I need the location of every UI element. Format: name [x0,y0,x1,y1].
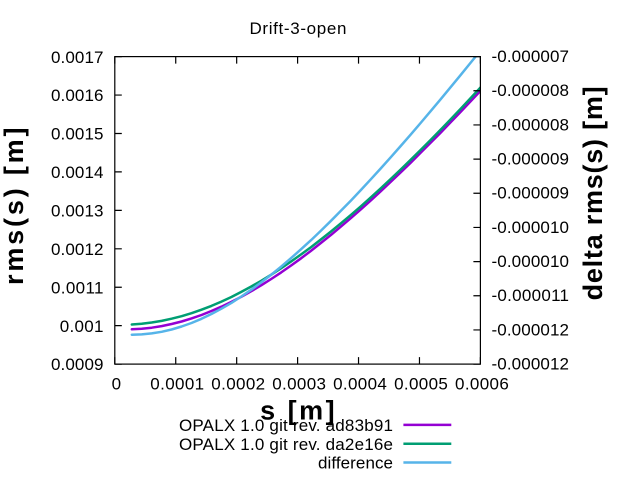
svg-text:0.0011: 0.0011 [51,278,104,297]
svg-text:difference: difference [318,454,393,473]
svg-text:0.0002: 0.0002 [211,375,265,394]
svg-text:0.0005: 0.0005 [394,375,448,394]
svg-text:0.0016: 0.0016 [51,86,104,105]
svg-text:0.0006: 0.0006 [455,375,509,394]
svg-text:0.0015: 0.0015 [51,125,104,144]
svg-text:0.0013: 0.0013 [51,202,104,221]
svg-text:OPALX 1.0 git rev. da2e16e: OPALX 1.0 git rev. da2e16e [179,435,393,454]
svg-text:-0.000011: -0.000011 [492,286,570,305]
svg-text:0.0001: 0.0001 [150,375,204,394]
svg-text:-0.000010: -0.000010 [492,252,570,271]
svg-text:rms(s) [m]: rms(s) [m] [0,128,29,286]
svg-text:OPALX 1.0 git rev. ad83b91: OPALX 1.0 git rev. ad83b91 [179,416,393,435]
svg-text:0.001: 0.001 [60,317,104,336]
svg-text:-0.000008: -0.000008 [492,81,570,100]
svg-text:0.0014: 0.0014 [51,163,104,182]
svg-text:-0.000009: -0.000009 [492,150,570,169]
svg-text:-0.000008: -0.000008 [492,115,570,134]
svg-text:-0.000012: -0.000012 [492,355,570,374]
svg-text:0.0017: 0.0017 [51,48,104,67]
svg-text:Drift-3-open: Drift-3-open [250,19,347,38]
svg-text:-0.000007: -0.000007 [492,47,570,66]
svg-text:0: 0 [112,375,121,394]
svg-text:0.0009: 0.0009 [51,355,104,374]
svg-text:0.0003: 0.0003 [272,375,326,394]
svg-text:-0.000010: -0.000010 [492,218,570,237]
svg-text:-0.000012: -0.000012 [492,320,570,339]
svg-text:delta rms(s) [m]: delta rms(s) [m] [578,86,608,300]
svg-text:0.0012: 0.0012 [51,240,104,259]
svg-text:-0.000009: -0.000009 [492,184,570,203]
svg-text:0.0004: 0.0004 [333,375,387,394]
